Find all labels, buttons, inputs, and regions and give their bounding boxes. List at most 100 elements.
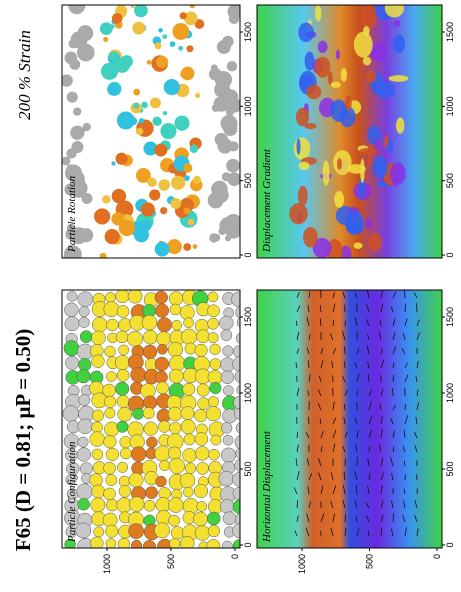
arrow [380,527,383,537]
particle [235,422,240,434]
particle [217,138,233,154]
particle [70,179,88,197]
particle [149,189,161,201]
arrow [368,400,372,411]
panel-label: Particle Configuration [66,441,78,543]
tick-label: 1000 [445,383,455,403]
particle [71,141,84,154]
tick-label: 500 [445,173,455,188]
particle [102,195,111,204]
particle [209,381,222,394]
particle [158,420,171,433]
particle [94,208,111,225]
particle [115,290,130,304]
blob [396,117,405,134]
blob [368,233,382,252]
arrow [344,390,348,397]
particle [114,355,130,371]
tick-label: 500 [445,461,455,476]
arrow [404,527,407,537]
arrow [356,373,360,383]
arrow [306,513,310,523]
tick-label: 0 [243,252,253,257]
particle [91,421,103,434]
particle [208,67,222,81]
arrow [367,361,370,369]
arrow [332,401,335,411]
particle [221,540,233,548]
particle [189,5,196,9]
panel: Particle Configuration 0 500 1000 1500 0 500 10… [61,289,253,574]
particle [142,407,155,420]
particle [143,141,158,156]
particle [147,177,157,187]
arrow [416,389,419,397]
particle [104,395,117,409]
blob [384,5,405,18]
arrow [367,458,370,467]
blob [375,81,395,99]
particle [220,370,235,385]
particle [143,329,158,345]
arrow [354,362,358,369]
particle [231,291,240,308]
particle [66,91,78,103]
particle [192,244,198,249]
arrow [342,500,346,509]
arrow [319,318,322,327]
tick-label: 1000 [243,96,253,116]
arrow [293,487,298,495]
particle [196,501,208,512]
arrow [392,362,395,369]
blob [289,203,308,225]
arrow [366,515,370,523]
particle [105,292,116,303]
arrow [320,445,323,453]
particle [169,537,181,548]
arrow [403,488,406,495]
arrow [356,528,360,537]
particle [75,522,92,539]
arrow [379,319,382,327]
tick-label: 500 [243,461,253,476]
arrow [404,415,409,425]
particle [221,172,232,182]
arrow [307,390,310,397]
tick-label: 1500 [445,307,455,327]
arrow [380,290,384,299]
tick-label: 0 [432,554,442,559]
arrow [367,334,370,341]
particle [225,107,235,117]
particle [70,31,88,49]
particle [167,406,183,422]
particle [132,408,144,420]
particle [133,102,139,109]
particle [130,446,147,462]
particle [180,406,195,421]
arrow [379,403,382,411]
particle [90,536,104,548]
arrow [332,347,337,355]
particle [183,486,194,498]
arrow [391,473,394,481]
blob [298,161,310,171]
particle [179,472,196,489]
arrow [390,417,394,425]
particle [196,383,210,397]
arrow [355,444,358,453]
arrow [319,305,322,313]
blob [388,75,409,82]
tick-label: 500 [166,554,176,569]
blob [327,71,333,86]
particle [196,329,210,344]
particle [180,536,195,548]
arrow [307,360,310,369]
arrow [330,472,334,481]
arrow [342,485,346,495]
particle [194,19,205,29]
particle [196,462,209,475]
arrow [404,318,408,327]
particle [195,92,201,99]
arrow [307,304,310,313]
arrow [329,333,334,341]
